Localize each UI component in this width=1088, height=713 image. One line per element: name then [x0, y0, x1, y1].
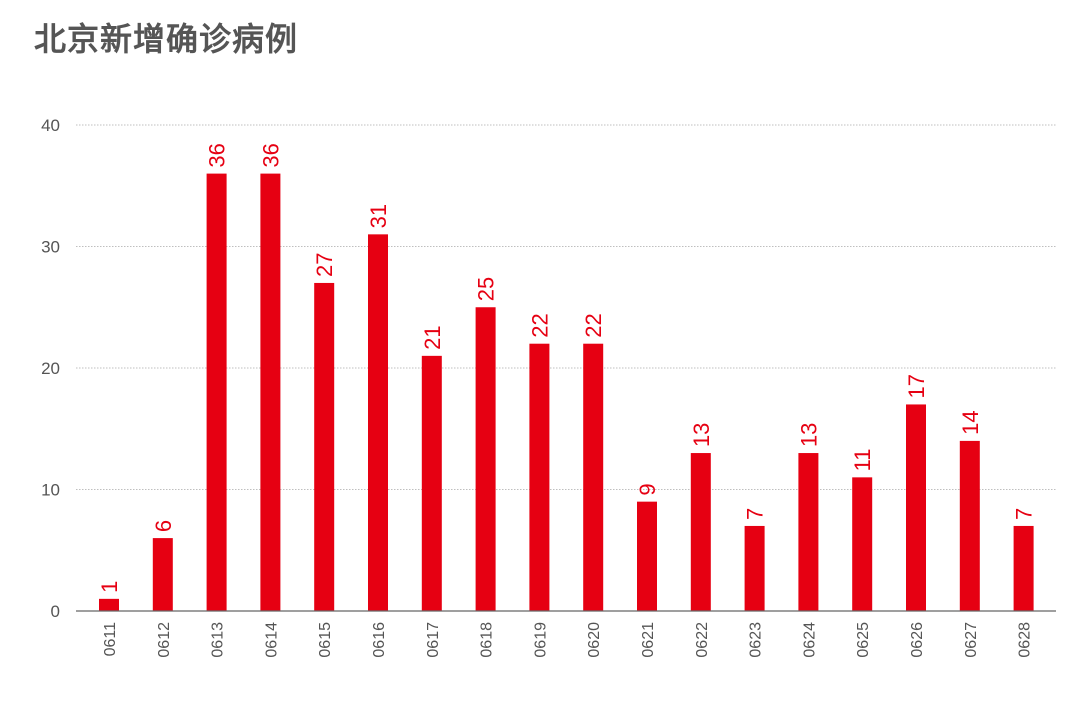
data-label-0613: 36 [205, 143, 230, 167]
x-tick-label-0617: 0617 [425, 622, 442, 658]
data-label-0624: 13 [796, 423, 821, 447]
data-label-0623: 7 [743, 508, 768, 520]
bar-0624 [798, 453, 819, 611]
x-tick-label-0621: 0621 [640, 622, 657, 658]
bar-0611 [99, 598, 119, 611]
x-tick-label-0625: 0625 [855, 622, 872, 658]
y-axis: 0 10 20 30 40 [41, 116, 60, 621]
bar-0620 [583, 343, 604, 611]
data-label-0627: 14 [958, 410, 983, 434]
gridlines [76, 124, 1056, 490]
data-label-0615: 27 [312, 252, 337, 276]
bar-0615 [314, 282, 335, 611]
y-tick-label: 10 [41, 481, 60, 500]
bar-0618 [475, 307, 496, 611]
x-tick-label-0611: 0611 [102, 622, 119, 657]
x-tick-label-0623: 0623 [748, 622, 765, 658]
x-tick-label-0628: 0628 [1017, 622, 1034, 658]
x-tick-label-0624: 0624 [801, 622, 818, 658]
x-tick-label-0627: 0627 [963, 622, 980, 658]
x-tick-label-0615: 0615 [317, 622, 334, 658]
bar-0619 [529, 343, 550, 611]
data-label-0620: 22 [581, 313, 606, 337]
bar-0621 [637, 501, 657, 611]
x-tick-label-0619: 0619 [532, 622, 549, 658]
data-label-0621: 9 [635, 483, 660, 495]
x-tick-label-0620: 0620 [586, 622, 603, 658]
y-tick-label: 20 [41, 359, 60, 378]
bar-0628 [1013, 525, 1034, 611]
bar-0617 [421, 355, 442, 611]
data-label-0622: 13 [689, 423, 714, 447]
x-tick-label-0616: 0616 [371, 622, 388, 658]
y-tick-label: 0 [51, 602, 60, 621]
y-tick-label: 40 [41, 116, 60, 135]
y-tick-label: 30 [41, 238, 60, 257]
x-tick-label-0626: 0626 [909, 622, 926, 658]
x-tick-label-0612: 0612 [156, 622, 173, 658]
data-label-0614: 36 [258, 143, 283, 167]
data-label-0612: 6 [151, 520, 176, 532]
x-tick-label-0613: 0613 [210, 622, 227, 658]
x-tick-label-0618: 0618 [479, 622, 496, 658]
data-label-0616: 31 [366, 204, 391, 228]
x-tick-label-0614: 0614 [263, 622, 280, 658]
bar-0612 [152, 538, 173, 611]
bars [99, 173, 1034, 611]
bar-0613 [206, 173, 227, 611]
data-labels: 1 6 36 36 27 31 21 25 22 22 9 13 7 13 11 17 14 7 [97, 143, 1037, 593]
x-axis: 0611 0612 0613 0614 0615 0616 0617 0618 0619 0620… [76, 610, 1056, 658]
bar-0625 [852, 477, 873, 611]
bar-0616 [368, 234, 388, 611]
bar-0626 [906, 404, 926, 611]
bar-0622 [690, 453, 711, 611]
data-label-0619: 22 [527, 313, 552, 337]
data-label-0626: 17 [904, 374, 929, 398]
x-tick-label-0622: 0622 [694, 622, 711, 658]
data-label-0625: 11 [850, 449, 875, 472]
chart-title: 北京新增确诊病例 [34, 20, 299, 58]
data-label-0617: 21 [420, 325, 445, 349]
bar-0627 [959, 440, 980, 611]
data-label-0628: 7 [1012, 508, 1037, 520]
bar-0614 [260, 173, 281, 611]
data-label-0618: 25 [474, 277, 499, 301]
bar-0623 [744, 525, 765, 611]
data-label-0611: 1 [97, 581, 122, 593]
